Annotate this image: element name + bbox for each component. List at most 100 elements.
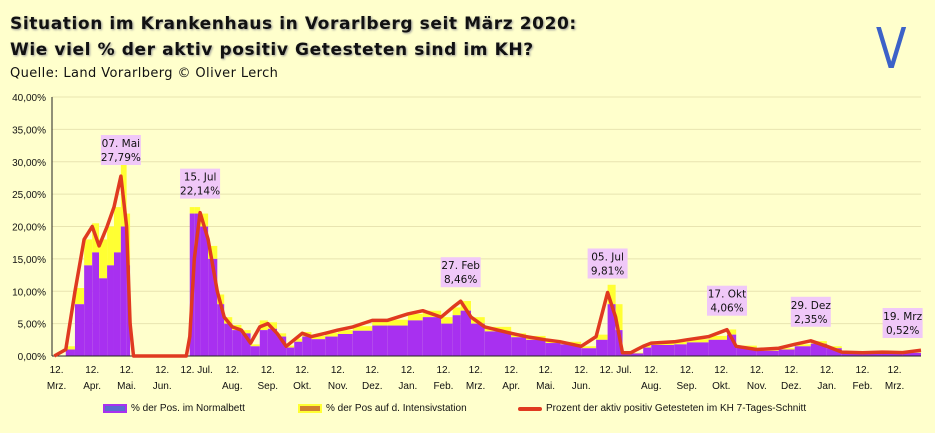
legend-item-normal: % der Pos. im Normalbett (103, 403, 245, 414)
y-tick-label: 10,00% (12, 287, 46, 298)
bar-normal (325, 336, 338, 356)
bar-normal (294, 341, 303, 356)
bar-icu (630, 352, 644, 354)
bar-icu (65, 346, 75, 350)
bar-icu (194, 207, 201, 214)
bar-normal (607, 304, 616, 356)
y-tick-label: 40,00% (12, 93, 46, 104)
bar-icu (276, 333, 287, 337)
bar-icu (352, 326, 373, 331)
x-tick-day: 12. (85, 365, 99, 376)
annotation-box (180, 168, 221, 199)
bar-normal (217, 304, 225, 356)
annotation-label: 05. Jul 9,81% (587, 248, 628, 279)
x-tick-day: 12. Jul. (600, 365, 632, 376)
bar-normal (902, 352, 921, 356)
x-tick-month: Jun. (153, 381, 172, 392)
bar-normal (794, 346, 811, 356)
bar-icu (826, 346, 842, 349)
y-tick-label: 35,00% (12, 125, 46, 136)
y-tick-label: 0,00% (18, 352, 46, 363)
annotation-box (706, 285, 747, 316)
x-tick-day: 12. (225, 365, 239, 376)
annotation-value: 27,79% (101, 152, 141, 164)
bar-icu (778, 348, 795, 350)
bar-icu (387, 319, 408, 326)
bar-icu (267, 322, 277, 329)
bar-normal (622, 353, 631, 356)
bar-normal (194, 213, 201, 356)
bar-icu (208, 245, 218, 259)
bar-normal (810, 343, 827, 356)
x-tick-month: Sep. (677, 381, 698, 392)
bar-icu (581, 346, 597, 349)
x-tick-month: Mai. (536, 381, 555, 392)
bar-normal (224, 323, 233, 356)
bar-normal (471, 323, 485, 356)
bar-normal (302, 336, 312, 356)
bar-icu (407, 313, 423, 321)
bar-normal (441, 323, 453, 356)
x-tick-day: 12. (436, 365, 450, 376)
legend-item-line: Prozent der aktiv positiv Getesteten im … (518, 403, 806, 414)
bar-icu (643, 345, 652, 348)
annotation-box (100, 135, 141, 165)
x-tick-month: Okt. (293, 381, 311, 392)
bar-normal (726, 334, 737, 356)
chart-title-line-1: Situation im Krankenhaus in Vorarlberg s… (10, 14, 577, 34)
x-tick-month: Nov. (328, 381, 348, 392)
annotation-label: 17. Okt 4,06% (706, 285, 747, 316)
x-tick-day: 12. (261, 365, 275, 376)
bar-normal (560, 344, 582, 356)
x-tick-day: 12. (680, 365, 694, 376)
annotation-label: 07. Mai 27,79% (101, 135, 141, 165)
bar-icu (84, 239, 93, 266)
line-7day-average (53, 174, 922, 358)
bar-normal (372, 325, 388, 356)
bar-icu (686, 339, 709, 343)
logo-v: V (875, 17, 907, 82)
bar-normal (826, 348, 842, 356)
bar-icu (311, 335, 326, 340)
bar-icu (286, 345, 295, 348)
bar-normal (250, 346, 260, 356)
bar-normal (756, 350, 779, 356)
x-tick-month: Jun. (572, 381, 591, 392)
x-tick-day: 12. (365, 365, 379, 376)
bar-normal (92, 252, 100, 356)
bar-normal (460, 310, 472, 356)
x-tick-month: Apr. (502, 381, 520, 392)
bar-icu (113, 207, 121, 253)
bar-normal (674, 344, 687, 356)
bar-normal (841, 352, 863, 356)
x-tick-day: 12. (539, 365, 553, 376)
bar-normal (452, 315, 461, 356)
bar-normal (387, 325, 408, 356)
legend-label-line: Prozent der aktiv positiv Getesteten im … (546, 403, 807, 414)
bar-icu (99, 239, 108, 279)
x-tick-day: 12. (469, 365, 483, 376)
bar-normal (99, 278, 108, 356)
x-tick-day: 12. (574, 365, 588, 376)
chart-title-line-2: Wie viel % der aktiv positiv Getesteten … (10, 40, 534, 60)
annotation-date: 15. Jul (184, 172, 217, 184)
bar-normal (337, 333, 353, 356)
annotation-date: 05. Jul (591, 251, 624, 263)
x-tick-month: Aug. (641, 381, 662, 392)
bar-normal (259, 330, 268, 356)
bar-normal (708, 339, 727, 356)
source-credit: Quelle: Land Vorarlberg © Oliver Lerch (10, 66, 279, 81)
x-tick-month: Jan. (817, 381, 836, 392)
x-tick-month: Mrz. (885, 381, 904, 392)
bar-icu (615, 304, 623, 331)
bar-icu (460, 300, 472, 311)
bar-icu (189, 207, 195, 214)
bar-normal (581, 348, 597, 356)
y-tick-label: 25,00% (12, 190, 46, 201)
bar-normal (241, 333, 251, 356)
legend-label-icu: % der Pos auf d. Intensivstation (326, 403, 467, 414)
annotation-date: 19. Mrz (883, 311, 922, 323)
bar-normal (352, 330, 373, 356)
x-tick-month: Okt. (712, 381, 730, 392)
